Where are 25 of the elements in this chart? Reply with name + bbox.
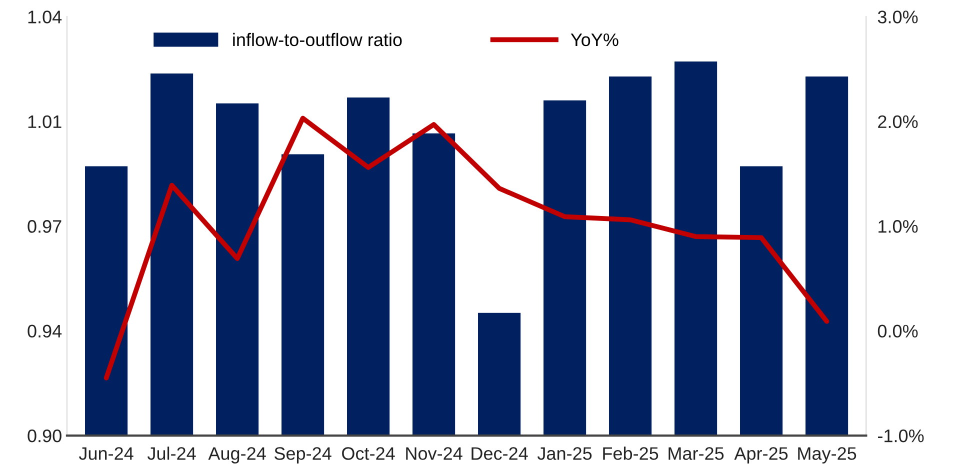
y2-tick-label: 3.0% (878, 10, 918, 24)
y2-tick-label: 2.0% (878, 115, 918, 128)
legend-label: YoY% (570, 33, 618, 46)
line-series (104, 116, 830, 380)
x-tick-label: Jun-24 (78, 447, 134, 460)
y-tick-label: 0.97 (28, 220, 62, 233)
y-tick-label: 0.90 (28, 429, 62, 442)
y-tick-label: 0.94 (28, 324, 62, 338)
x-tick-label: May-25 (798, 447, 856, 464)
x-tick-label: Apr-25 (734, 447, 788, 464)
legend-label: inflow-to-outflow ratio (233, 32, 402, 46)
x-tick-label: Jan-25 (537, 447, 592, 460)
y-tick-label: 1.01 (28, 115, 62, 128)
x-tick-label: Nov-24 (406, 447, 462, 460)
y-tick-label: 1.04 (28, 10, 62, 24)
x-tick-label: Dec-24 (472, 447, 528, 460)
x-tick-label: Oct-24 (342, 447, 395, 460)
x-tick-label: Mar-25 (668, 447, 724, 460)
y2-tick-label: 1.0% (878, 220, 918, 233)
x-tick-label: Sep-24 (274, 447, 332, 464)
y2-tick-label: -1.0% (878, 429, 924, 442)
x-tick-label: Feb-25 (603, 446, 658, 460)
x-tick-label: Aug-24 (208, 447, 266, 464)
x-tick-label: Jul-24 (147, 446, 196, 460)
y2-tick-label: 0.0% (878, 324, 918, 338)
